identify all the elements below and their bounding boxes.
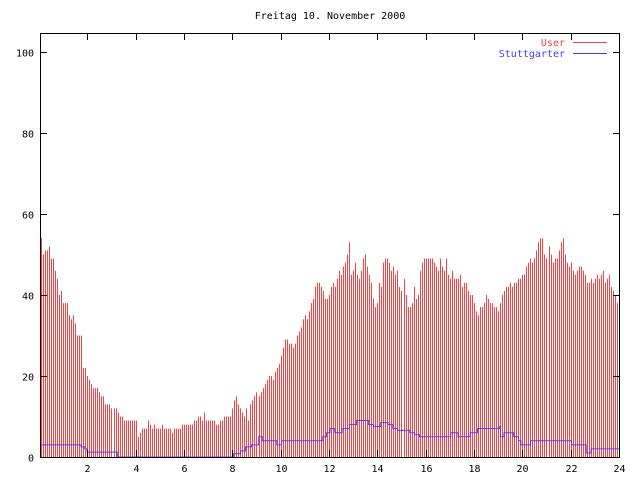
x-tick-label: 4 [133, 464, 139, 475]
x-tick-label: 22 [565, 464, 577, 475]
stuttgarter-line [40, 420, 620, 458]
y-tick-label: 100 [16, 49, 34, 60]
x-tick-label: 24 [613, 464, 625, 475]
legend: User Stuttgarter [499, 38, 607, 60]
y-tick-label: 0 [28, 454, 34, 465]
user-bars [41, 238, 620, 457]
legend-label-user: User [541, 38, 565, 49]
y-tick-label: 40 [22, 292, 34, 303]
y-axis: 0 20 40 60 80 100 [16, 49, 620, 465]
x-tick-label: 20 [516, 464, 528, 475]
x-tick-label: 8 [229, 464, 235, 475]
x-tick-label: 16 [420, 464, 432, 475]
x-tick-label: 18 [468, 464, 480, 475]
x-tick-label: 10 [275, 464, 287, 475]
legend-label-stuttgarter: Stuttgarter [499, 49, 565, 60]
x-axis: 2 4 6 8 10 12 14 16 18 20 22 24 [84, 33, 626, 475]
y-tick-label: 20 [22, 373, 34, 384]
x-tick-label: 12 [323, 464, 335, 475]
chart-title: Freitag 10. November 2000 [255, 11, 406, 22]
y-tick-label: 80 [22, 130, 34, 141]
x-tick-label: 2 [84, 464, 90, 475]
y-tick-label: 60 [22, 211, 34, 222]
x-tick-label: 6 [181, 464, 187, 475]
x-tick-label: 14 [371, 464, 383, 475]
